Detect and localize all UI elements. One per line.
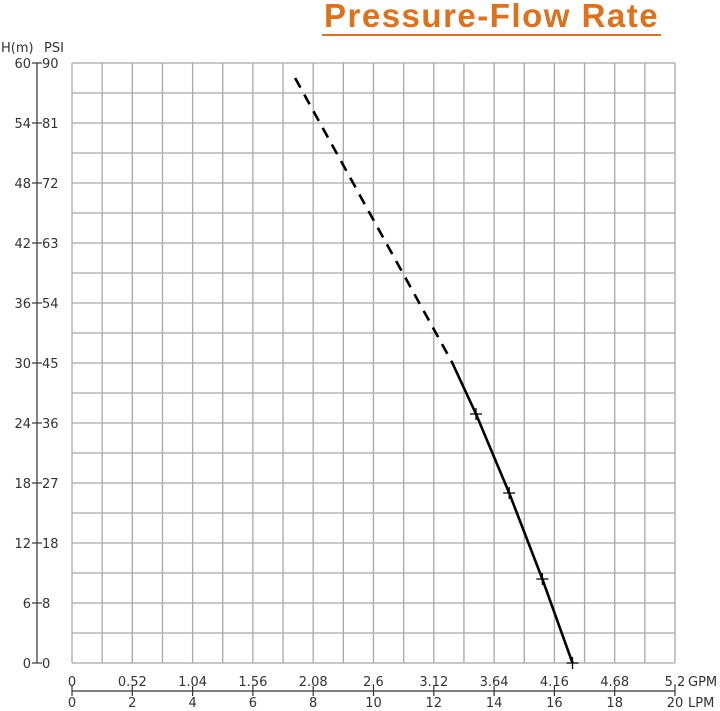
y-tick-label-m: 54 (14, 117, 31, 132)
y-tick-label-m: 42 (14, 237, 31, 252)
y-tick-label-m: 6 (23, 597, 31, 612)
x-tick-label-gpm: 5.2 (665, 675, 686, 690)
y-tick-label-m: 36 (14, 297, 31, 312)
series-line-dashed (293, 77, 454, 363)
x-tick-label-lpm: 10 (365, 696, 382, 711)
x-axis-label-lpm: LPM (688, 696, 714, 711)
x-tick-label-lpm: 8 (309, 696, 317, 711)
x-tick-label-lpm: 14 (486, 696, 503, 711)
y-axis-label-psi: PSI (44, 41, 64, 56)
y-tick-label-psi: 54 (42, 297, 59, 312)
y-tick-label-psi: 36 (42, 417, 59, 432)
x-tick-label-gpm: 2.6 (363, 675, 384, 690)
x-tick-label-gpm: 4.16 (540, 675, 569, 690)
x-tick-label-lpm: 20 (667, 696, 684, 711)
x-tick-label-gpm: 1.04 (178, 675, 207, 690)
x-tick-label-lpm: 4 (188, 696, 196, 711)
data-point-marker (566, 657, 579, 669)
x-tick-label-gpm: 3.12 (419, 675, 448, 690)
y-tick-label-m: 18 (14, 477, 31, 492)
y-tick-label-psi: 72 (42, 177, 59, 192)
y-tick-label-m: 12 (14, 537, 31, 552)
y-tick-label-psi: 45 (42, 357, 59, 372)
data-point-marker (470, 408, 483, 420)
y-tick-label-m: 60 (14, 57, 31, 72)
y-tick-label-psi: 63 (42, 237, 59, 252)
y-tick-label-psi: 0 (42, 657, 50, 672)
x-tick-label-gpm: 0 (68, 675, 76, 690)
y-tick-label-m: 30 (14, 357, 31, 372)
x-tick-label-lpm: 6 (249, 696, 257, 711)
x-tick-label-gpm: 0.52 (118, 675, 147, 690)
y-tick-label-psi: 90 (42, 57, 59, 72)
x-tick-label-gpm: 2.08 (299, 675, 328, 690)
y-tick-label-psi: 81 (42, 117, 59, 132)
x-tick-label-lpm: 2 (128, 696, 136, 711)
x-tick-label-gpm: 1.56 (238, 675, 267, 690)
x-tick-label-gpm: 3.64 (480, 675, 509, 690)
chart-title: Pressure-Flow Rate (322, 0, 662, 36)
y-tick-label-psi: 18 (42, 537, 59, 552)
x-tick-label-lpm: 18 (606, 696, 623, 711)
y-tick-label-m: 24 (14, 417, 31, 432)
x-tick-label-gpm: 4.68 (600, 675, 629, 690)
y-tick-label-psi: 8 (42, 597, 50, 612)
data-point-marker (503, 487, 516, 499)
x-axis-label-gpm: GPM (688, 675, 717, 690)
y-tick-label-psi: 27 (42, 477, 59, 492)
data-point-marker (536, 573, 549, 585)
y-axis-label-m: H(m) (1, 41, 34, 56)
x-tick-label-lpm: 0 (68, 696, 76, 711)
x-tick-label-lpm: 16 (546, 696, 563, 711)
y-tick-label-m: 0 (23, 657, 31, 672)
y-tick-label-m: 48 (14, 177, 31, 192)
x-tick-label-lpm: 12 (426, 696, 443, 711)
